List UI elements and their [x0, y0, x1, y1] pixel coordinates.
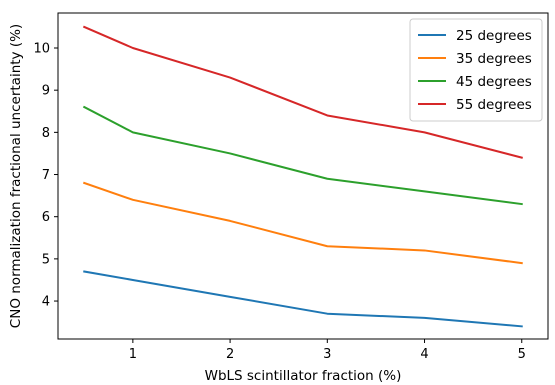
- x-tick-label: 4: [420, 347, 428, 362]
- legend-box: [409, 18, 543, 122]
- series-line-1: [83, 270, 523, 328]
- series-line-2: [82, 181, 523, 265]
- y-tick-label: 5: [42, 252, 50, 267]
- y-tick-label: 8: [42, 126, 50, 141]
- legend: 25 degrees 35 degrees 45 degrees 55 degrees: [409, 18, 543, 122]
- y-tick-label: 4: [42, 295, 50, 310]
- x-tick-label: 5: [518, 347, 526, 362]
- x-tick-label: 3: [323, 347, 331, 362]
- series-line-3: [82, 105, 523, 206]
- series-line-4: [82, 25, 523, 159]
- y-tick-label: 10: [33, 42, 50, 57]
- y-tick-label: 6: [42, 210, 50, 225]
- legend-label-2: 35 degrees: [456, 51, 532, 67]
- x-axis-label: WbLS scintillator fraction (%): [205, 368, 402, 384]
- legend-label-3: 45 degrees: [456, 74, 532, 90]
- axes-frame: [57, 12, 549, 340]
- y-tick-label: 9: [42, 84, 50, 99]
- axes: 1 2 3 4 5 4 5 6 7 8 9 10: [33, 12, 549, 362]
- legend-label-1: 25 degrees: [456, 28, 532, 44]
- legend-label-4: 55 degrees: [456, 97, 532, 113]
- x-tick-label: 2: [226, 347, 234, 362]
- x-tick-label: 1: [129, 347, 137, 362]
- series-lines: [82, 25, 523, 328]
- y-axis-label: CNO normalization fractional uncertainty…: [8, 24, 24, 328]
- y-tick-label: 7: [42, 168, 50, 183]
